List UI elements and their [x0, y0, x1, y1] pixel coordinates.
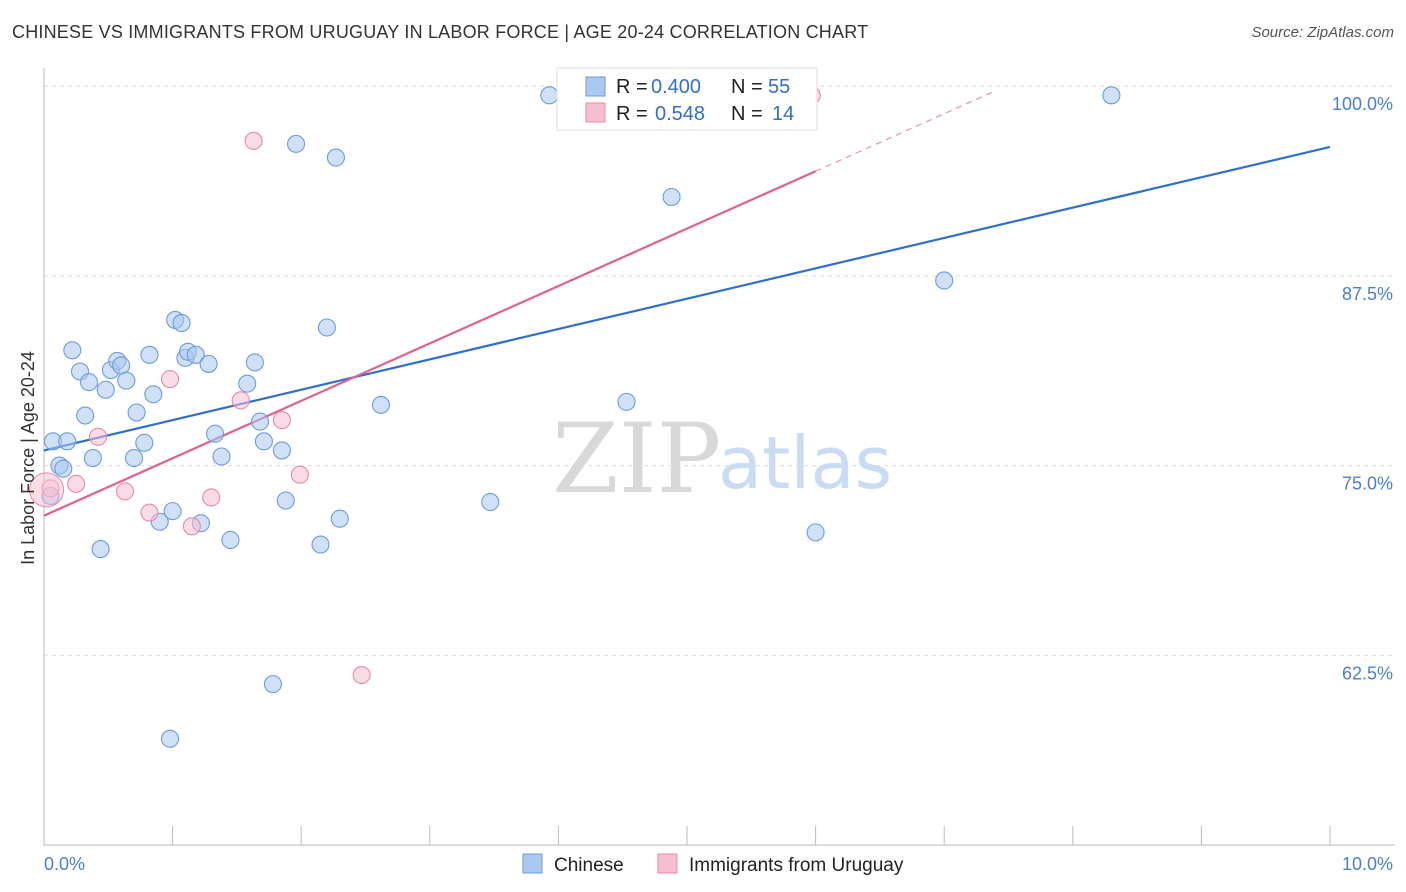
point-uruguay [231, 391, 250, 410]
point-chinese [276, 491, 295, 510]
point-chinese [79, 373, 99, 392]
trend-line-uruguay-extension [815, 90, 996, 172]
y-tick-label: 62.5% [1342, 663, 1393, 683]
point-chinese [135, 433, 154, 452]
watermark-zip: ZIP [552, 403, 721, 515]
point-chinese [806, 523, 825, 542]
point-chinese [481, 492, 500, 512]
watermark-atlas: atlas [718, 421, 892, 505]
point-chinese [127, 403, 146, 422]
correlation-legend: R = 0.400 N = 55 R = 0.548 N = 14 [556, 67, 818, 131]
point-chinese [326, 148, 345, 167]
series-legend-label-chinese: Chinese [554, 855, 624, 876]
trend-line-chinese [43, 145, 1331, 452]
point-uruguay [160, 370, 180, 389]
point-chinese [250, 412, 270, 431]
point-chinese [112, 356, 131, 375]
y-tick-label: 87.5% [1342, 284, 1393, 304]
point-chinese [83, 448, 102, 468]
gridlines [44, 85, 1395, 656]
point-chinese [662, 187, 681, 207]
point-chinese [96, 380, 115, 399]
point-chinese [371, 395, 390, 414]
data-points [29, 86, 1121, 748]
point-chinese [221, 530, 240, 550]
point-uruguay [202, 488, 221, 507]
x-tick-label: 10.0% [1342, 854, 1393, 874]
point-uruguay [88, 427, 108, 446]
point-uruguay [244, 131, 263, 150]
point-uruguay [182, 517, 201, 536]
point-uruguay [140, 503, 159, 522]
series-legend-swatch-uruguay [657, 853, 678, 874]
point-chinese [199, 354, 218, 373]
series-legend-label-uruguay: Immigrants from Uruguay [689, 855, 904, 876]
point-uruguay [290, 465, 309, 484]
point-chinese [124, 448, 144, 468]
legend-swatch-chinese [585, 76, 606, 97]
series-legend-swatch-chinese [522, 853, 543, 874]
chart-title: CHINESE VS IMMIGRANTS FROM URUGUAY IN LA… [12, 22, 869, 42]
legend-r-label-1: R = [616, 76, 648, 98]
legend-swatch-uruguay [585, 102, 606, 123]
trend-lines [43, 90, 1331, 517]
point-uruguay [115, 482, 135, 501]
point-chinese [117, 371, 136, 390]
point-chinese [160, 729, 180, 748]
point-chinese [163, 502, 182, 521]
point-chinese [186, 345, 205, 364]
legend-n-value-2: 14 [772, 103, 794, 125]
legend-n-label-1: N = [731, 76, 763, 98]
point-chinese [205, 424, 225, 443]
legend-r-value-2: 0.548 [655, 103, 705, 125]
point-chinese [1102, 86, 1121, 105]
x-tick-label: 0.0% [44, 854, 85, 874]
point-chinese [238, 374, 257, 393]
legend-r-value-1: 0.400 [651, 76, 701, 98]
point-chinese [317, 318, 336, 337]
tick-labels: 100.0% 87.5% 75.0% 62.5% 0.0% 10.0% [44, 94, 1393, 874]
point-chinese [76, 406, 95, 425]
y-tick-label: 100.0% [1332, 94, 1393, 114]
point-chinese [58, 432, 77, 451]
legend-n-label-2: N = [731, 103, 763, 125]
point-chinese [935, 271, 954, 290]
watermark: ZIP atlas [552, 403, 892, 515]
axes [43, 68, 1395, 846]
point-uruguay-cluster [29, 472, 65, 508]
point-uruguay [67, 474, 86, 493]
trend-line-uruguay [43, 170, 817, 517]
y-tick-label: 75.0% [1342, 474, 1393, 494]
point-chinese [212, 447, 231, 466]
point-chinese [330, 509, 349, 528]
point-chinese [540, 86, 559, 105]
legend-n-value-1: 55 [768, 76, 790, 98]
point-uruguay [352, 665, 371, 685]
point-chinese [144, 385, 163, 404]
point-chinese [140, 345, 159, 364]
point-chinese [254, 432, 273, 451]
point-chinese [63, 341, 82, 360]
point-uruguay [272, 411, 291, 430]
point-chinese [245, 353, 264, 372]
point-chinese [263, 675, 282, 694]
point-chinese [617, 392, 636, 411]
legend-r-label-2: R = [616, 103, 648, 125]
point-chinese [91, 540, 110, 559]
y-axis-label: In Labor Force | Age 20-24 [18, 351, 38, 565]
point-chinese [172, 313, 191, 333]
source-credit: Source: ZipAtlas.com [1251, 24, 1394, 41]
series-legend: Chinese Immigrants from Uruguay [522, 853, 904, 876]
point-chinese [54, 459, 73, 478]
point-chinese [311, 535, 330, 554]
point-chinese [272, 441, 291, 460]
point-chinese [287, 134, 306, 153]
